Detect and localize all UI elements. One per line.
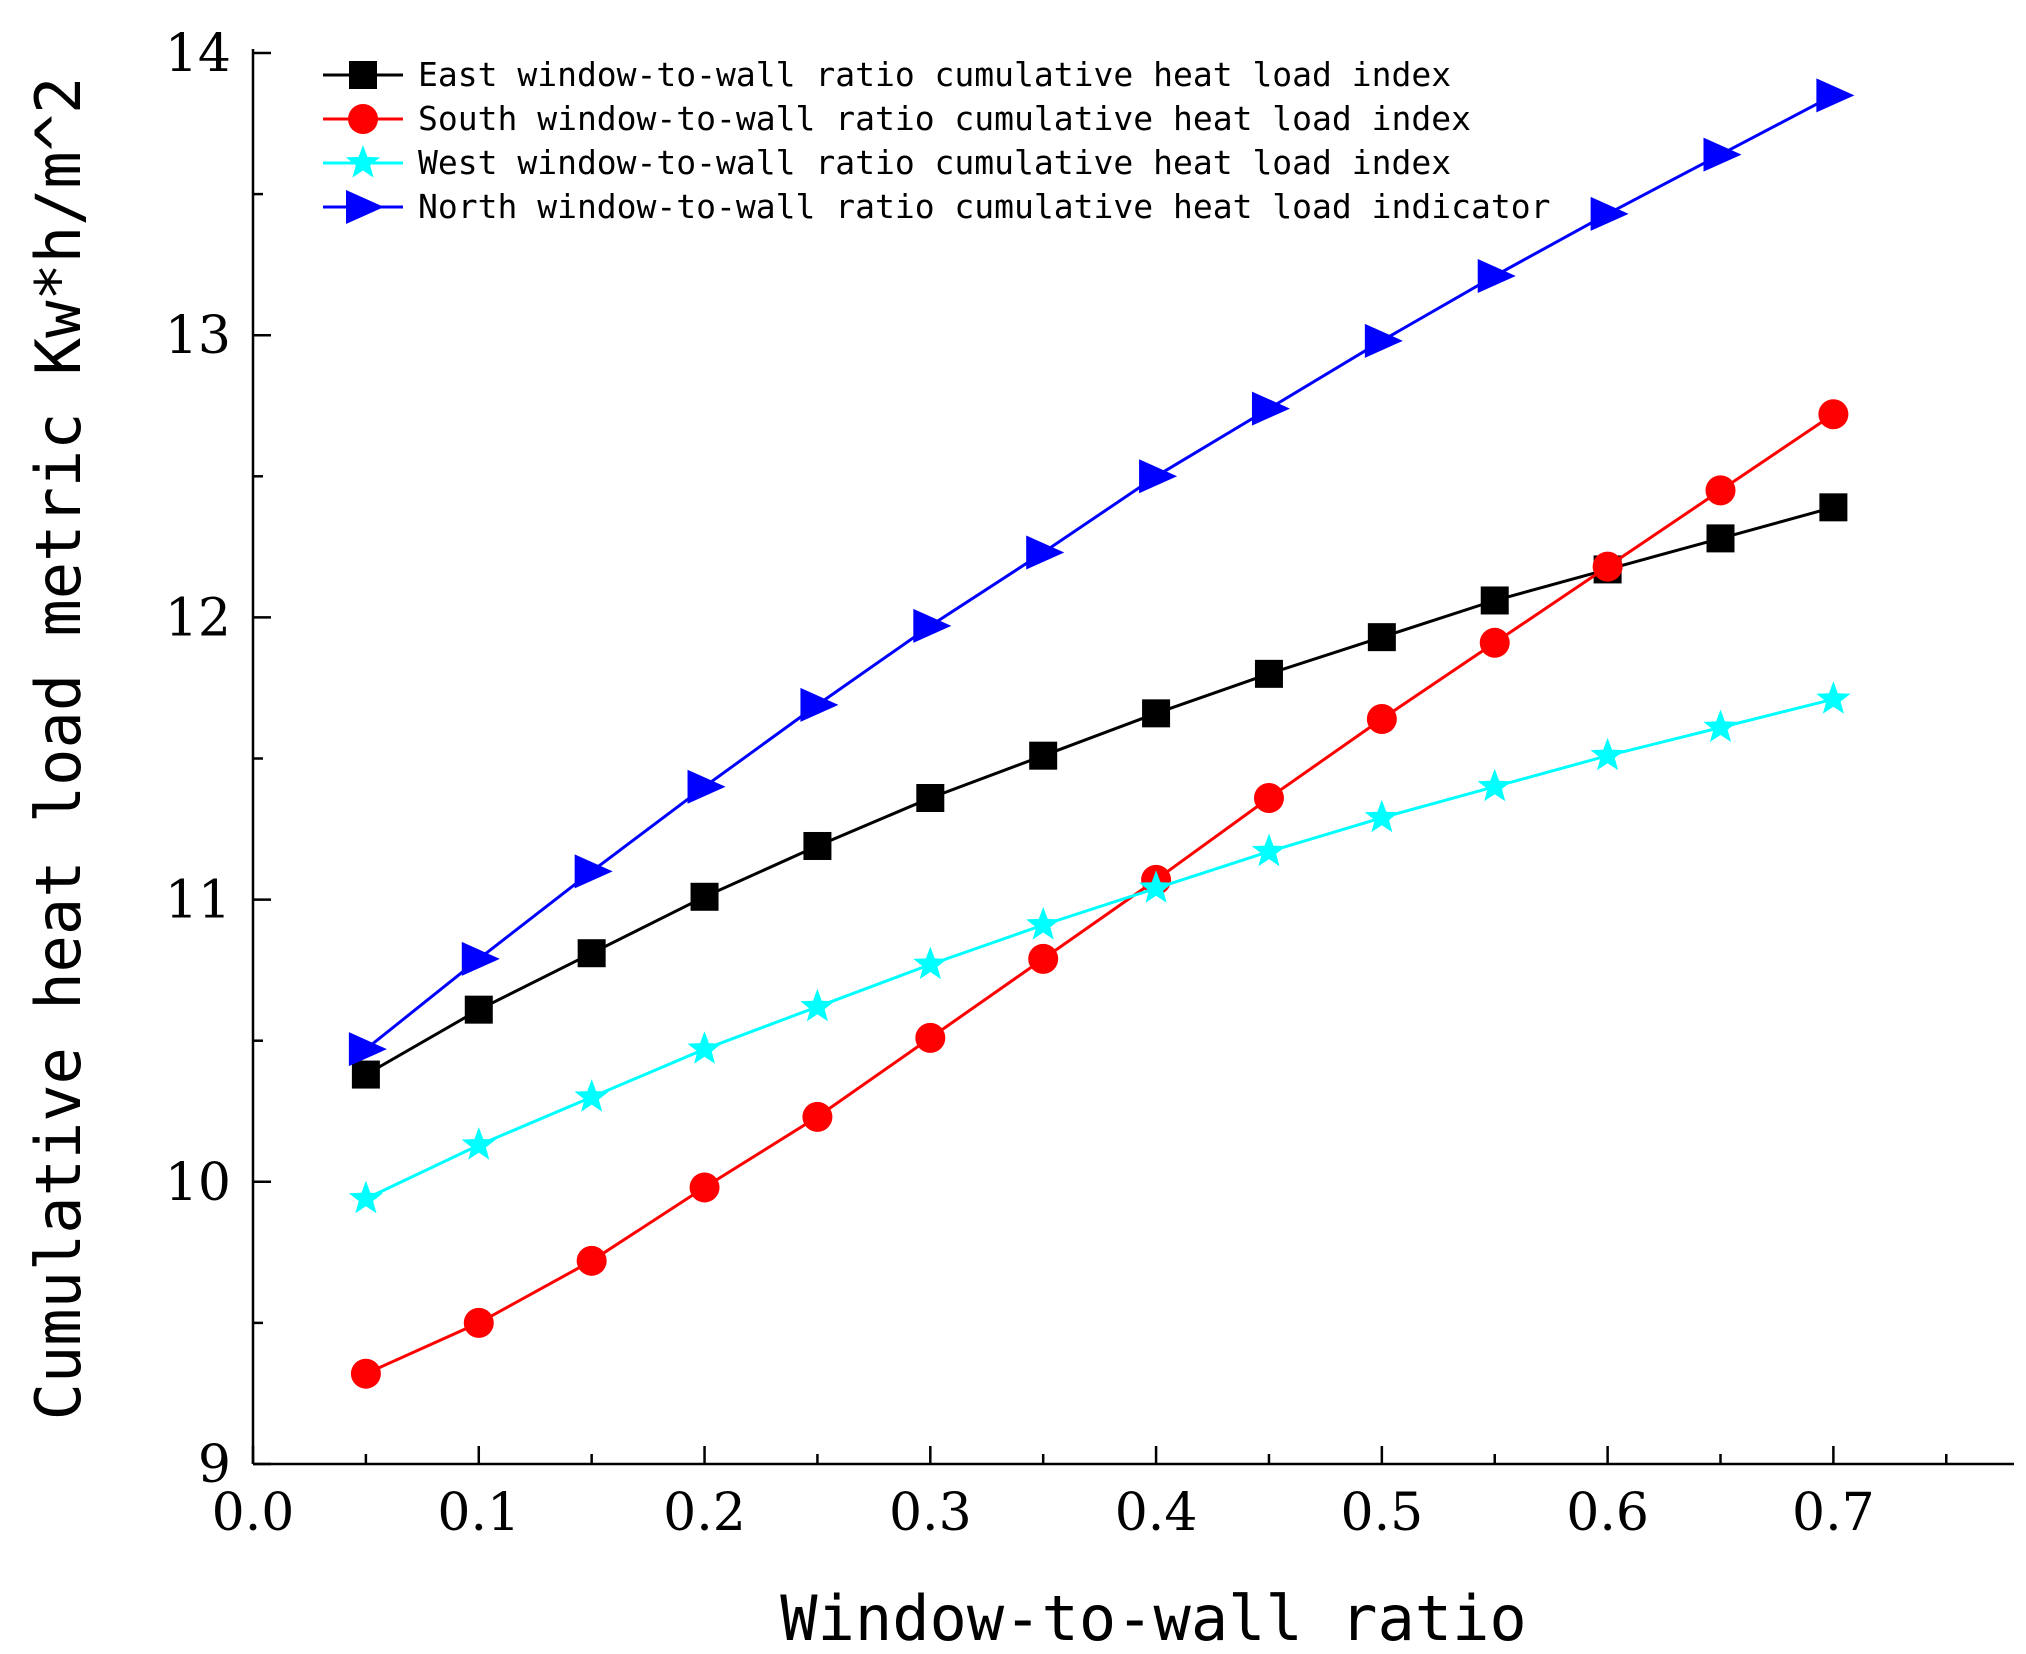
data-point (1142, 699, 1171, 728)
data-point (916, 784, 945, 813)
legend: East window-to-wall ratio cumulative hea… (323, 55, 1550, 226)
data-point (1590, 737, 1625, 771)
data-point (1706, 524, 1735, 553)
legend-marker (348, 104, 378, 134)
x-tick-label: 0.4 (1115, 1483, 1198, 1543)
data-point (1703, 709, 1738, 742)
legend-marker (346, 190, 384, 224)
data-point (687, 769, 726, 804)
y-axis-title: Cumulative heat load metric Kw*h/m^2 (22, 77, 95, 1421)
x-tick-label: 0.6 (1566, 1483, 1649, 1543)
y-tick-label: 10 (165, 1153, 231, 1213)
legend-marker (349, 61, 377, 89)
legend-item: West window-to-wall ratio cumulative hea… (323, 143, 1451, 182)
data-point (690, 882, 719, 911)
y-tick-label: 12 (165, 588, 231, 648)
data-point (1477, 768, 1512, 802)
data-point (1254, 659, 1283, 688)
data-point (348, 1180, 383, 1214)
y-tick-label: 9 (198, 1435, 231, 1495)
data-point (802, 1101, 833, 1132)
data-point (1364, 323, 1403, 358)
y-tick-label: 11 (165, 871, 231, 931)
series-2 (350, 399, 1849, 1389)
data-point (1366, 703, 1397, 734)
data-point (1590, 196, 1629, 231)
series-line (365, 505, 1834, 1076)
series-line (365, 412, 1835, 1376)
legend-label: South window-to-wall ratio cumulative he… (418, 99, 1471, 138)
data-point (351, 1060, 380, 1089)
data-point (1592, 551, 1623, 582)
data-point (913, 608, 952, 643)
series-3 (348, 681, 1851, 1214)
data-point (576, 1245, 607, 1276)
x-tick-label: 0.7 (1792, 1483, 1875, 1543)
data-point (915, 1022, 946, 1053)
legend-item: South window-to-wall ratio cumulative he… (323, 99, 1471, 138)
data-point (1253, 783, 1284, 814)
series-4 (348, 78, 1855, 1067)
data-point (1477, 258, 1516, 293)
y-tick-label: 14 (165, 24, 231, 84)
x-axis-title: Window-to-wall ratio (780, 1582, 1527, 1654)
data-point (461, 1127, 496, 1160)
series-line (364, 93, 1835, 1051)
data-point (913, 946, 948, 980)
data-point (1705, 475, 1736, 506)
data-point (463, 1307, 494, 1338)
data-point (574, 1079, 609, 1112)
legend-item: East window-to-wall ratio cumulative hea… (323, 55, 1451, 94)
x-tick-label: 0.3 (889, 1483, 972, 1543)
x-tick-label: 0.1 (437, 1483, 520, 1543)
data-point (1028, 943, 1059, 974)
data-point (461, 941, 500, 976)
data-point (1139, 459, 1178, 494)
data-point (1251, 833, 1287, 867)
data-point (1251, 391, 1290, 426)
axes: 9 10 11 12 13 14 0.0 0.1 0.2 0.3 0.4 0.5 0.6 0.7 (165, 24, 2014, 1543)
data-point (350, 1358, 381, 1389)
data-point (574, 854, 613, 889)
series-layer (348, 78, 1855, 1389)
x-tick-label: 0.5 (1340, 1483, 1423, 1543)
data-point (803, 831, 832, 860)
data-point (800, 687, 839, 722)
legend-label: East window-to-wall ratio cumulative hea… (418, 55, 1451, 94)
legend-marker (345, 145, 381, 178)
series-1 (351, 493, 1848, 1089)
data-point (348, 1032, 387, 1067)
data-point (1480, 586, 1509, 615)
data-point (1703, 137, 1742, 172)
data-point (1029, 741, 1058, 770)
legend-label: West window-to-wall ratio cumulative hea… (418, 143, 1451, 182)
y-tick-label: 13 (165, 306, 231, 366)
series-line (365, 697, 1834, 1201)
data-point (464, 995, 493, 1024)
data-point (577, 939, 606, 968)
data-point (689, 1172, 720, 1203)
data-point (800, 988, 835, 1022)
data-point (1367, 623, 1396, 652)
data-point (1026, 535, 1065, 570)
x-tick-label: 0.2 (663, 1483, 746, 1543)
data-point (1364, 799, 1399, 833)
data-point (1139, 870, 1174, 903)
data-point (1818, 399, 1849, 430)
data-point (1819, 493, 1848, 522)
legend-item: North window-to-wall ratio cumulative he… (323, 187, 1550, 226)
data-point (1479, 627, 1510, 658)
data-point (1026, 907, 1061, 940)
data-point (687, 1031, 722, 1064)
x-tick-label: 0.0 (212, 1483, 295, 1543)
data-point (1816, 681, 1851, 714)
legend-label: North window-to-wall ratio cumulative he… (418, 187, 1550, 226)
data-point (1816, 78, 1855, 113)
